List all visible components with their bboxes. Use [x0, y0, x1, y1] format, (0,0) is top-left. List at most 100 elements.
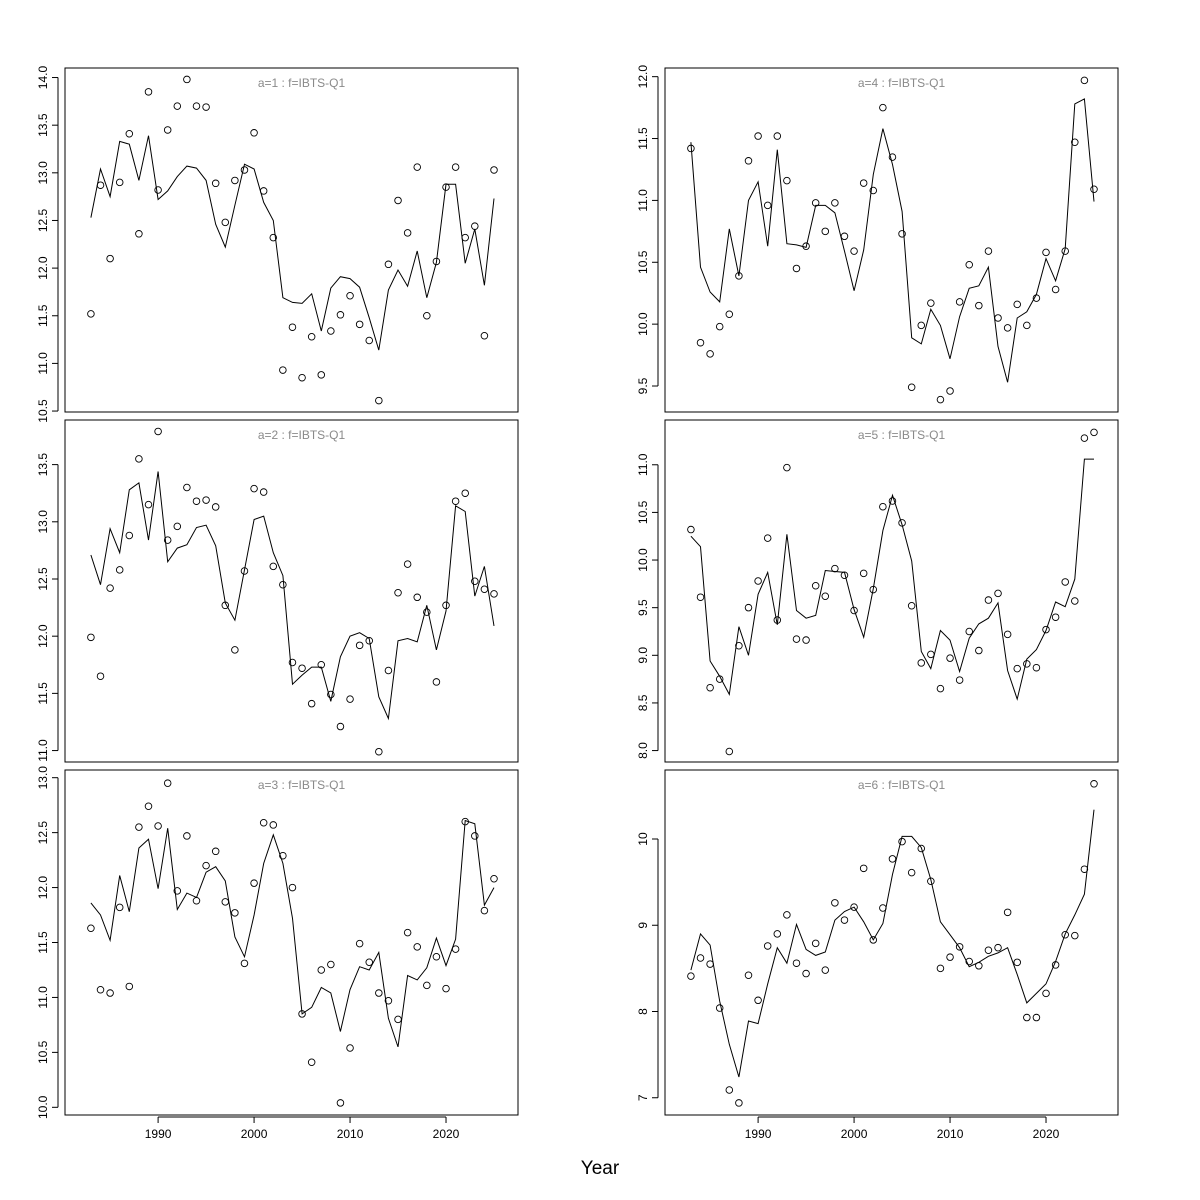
observation-point	[87, 924, 95, 932]
observation-point	[125, 982, 134, 991]
observation-point	[336, 722, 345, 731]
y-tick-label: 14.0	[36, 66, 50, 90]
observation-point	[259, 818, 268, 827]
y-tick-label: 8	[636, 1008, 650, 1015]
observation-point	[192, 896, 201, 905]
observation-point	[955, 676, 964, 684]
observation-point	[451, 945, 460, 953]
observation-point	[106, 989, 114, 997]
observation-point	[706, 350, 714, 358]
observation-point	[696, 593, 705, 601]
observation-point	[384, 260, 393, 269]
observation-point	[96, 181, 105, 189]
observation-point	[792, 264, 801, 273]
observation-point	[221, 218, 230, 227]
observation-point	[307, 332, 316, 341]
observation-point	[432, 678, 441, 686]
y-tick-label: 10.5	[36, 399, 50, 423]
y-tick-label: 10.5	[36, 1040, 50, 1064]
observation-point	[384, 666, 393, 675]
observation-point	[840, 916, 849, 924]
observation-point	[898, 230, 906, 238]
observation-point	[231, 909, 239, 917]
observation-point	[936, 964, 945, 973]
fitted-line	[90, 135, 495, 351]
observation-point	[1042, 248, 1050, 257]
observation-point	[231, 646, 239, 654]
y-tick-label: 12.0	[36, 256, 50, 280]
y-tick-label: 13.0	[36, 766, 50, 790]
observation-point	[1061, 930, 1069, 939]
observation-point	[1013, 958, 1021, 967]
observation-point	[706, 960, 714, 968]
panel-title: a=5 : f=IBTS-Q1	[858, 428, 946, 442]
observation-point	[480, 906, 489, 915]
observation-point	[442, 183, 450, 191]
observation-point	[115, 178, 124, 187]
observation-point	[763, 201, 772, 210]
observation-point	[725, 747, 734, 756]
observation-point	[288, 883, 297, 892]
observation-point	[413, 163, 421, 171]
observation-point	[735, 272, 743, 280]
observation-point	[490, 166, 498, 174]
observation-point	[375, 747, 383, 756]
observation-point	[87, 310, 95, 318]
observation-point	[202, 496, 210, 504]
y-tick-label: 10.5	[636, 250, 650, 274]
observation-point	[744, 971, 753, 980]
observation-point	[879, 103, 887, 112]
observation-point	[773, 930, 782, 938]
observation-point	[763, 534, 772, 542]
observation-point	[183, 832, 191, 840]
observation-point	[888, 497, 897, 505]
observation-point	[773, 616, 782, 624]
observation-point	[687, 525, 695, 534]
observation-point	[298, 664, 306, 672]
y-tick-label: 11.0	[36, 352, 50, 375]
observation-point	[394, 196, 402, 205]
observation-point	[307, 1058, 316, 1067]
panel-title: a=6 : f=IBTS-Q1	[858, 778, 946, 792]
observation-point	[1051, 961, 1060, 969]
observation-point	[461, 233, 469, 242]
observation-point	[125, 130, 134, 138]
y-tick-label: 11.0	[36, 986, 50, 1009]
observation-point	[365, 958, 373, 967]
observation-point	[279, 366, 287, 374]
observation-point	[423, 312, 431, 320]
observation-point	[1023, 321, 1031, 330]
observation-point	[850, 606, 858, 615]
observation-point	[413, 593, 421, 602]
y-tick-label: 9.0	[636, 647, 650, 664]
observation-point	[869, 936, 878, 944]
x-axis-label: Year	[580, 1158, 620, 1179]
plot-frame	[64, 419, 519, 763]
x-tick-label: 2000	[241, 1127, 268, 1141]
observation-point	[687, 144, 695, 153]
observation-point	[994, 314, 1002, 322]
observation-point	[850, 247, 858, 255]
observation-point	[696, 954, 705, 962]
observation-point	[144, 500, 153, 509]
observation-point	[792, 959, 801, 967]
observation-point	[269, 821, 278, 829]
observation-point	[850, 903, 858, 911]
observation-point	[269, 233, 278, 242]
observation-point	[298, 1010, 306, 1018]
observation-point	[927, 299, 935, 307]
observation-point	[1061, 247, 1069, 255]
observation-point	[355, 641, 364, 650]
observation-point	[346, 695, 354, 703]
observation-point	[240, 959, 249, 968]
observation-point	[735, 642, 743, 650]
observation-point	[1051, 285, 1060, 294]
y-tick-label: 8.0	[636, 742, 650, 759]
y-tick-label: 11.0	[636, 189, 650, 212]
plot-frame	[64, 67, 519, 413]
observation-point	[442, 984, 450, 993]
observation-point	[135, 455, 143, 463]
observation-point	[917, 659, 926, 667]
observation-point	[879, 904, 887, 912]
